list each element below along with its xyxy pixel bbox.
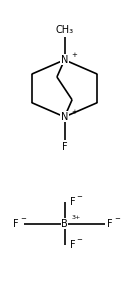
Text: N: N — [61, 55, 68, 65]
Text: +: + — [71, 52, 77, 58]
Text: +: + — [71, 109, 77, 115]
Text: F: F — [62, 142, 67, 152]
Text: F: F — [107, 219, 113, 229]
Text: −: − — [76, 237, 82, 243]
Text: F: F — [70, 198, 75, 207]
Text: CH₃: CH₃ — [55, 25, 74, 35]
Text: N: N — [61, 112, 68, 122]
Text: 3+: 3+ — [71, 215, 81, 220]
Text: −: − — [114, 216, 120, 222]
Text: F: F — [70, 240, 75, 250]
Text: −: − — [76, 194, 82, 200]
Text: B: B — [61, 219, 68, 229]
Text: −: − — [20, 216, 26, 222]
Text: F: F — [13, 219, 19, 229]
